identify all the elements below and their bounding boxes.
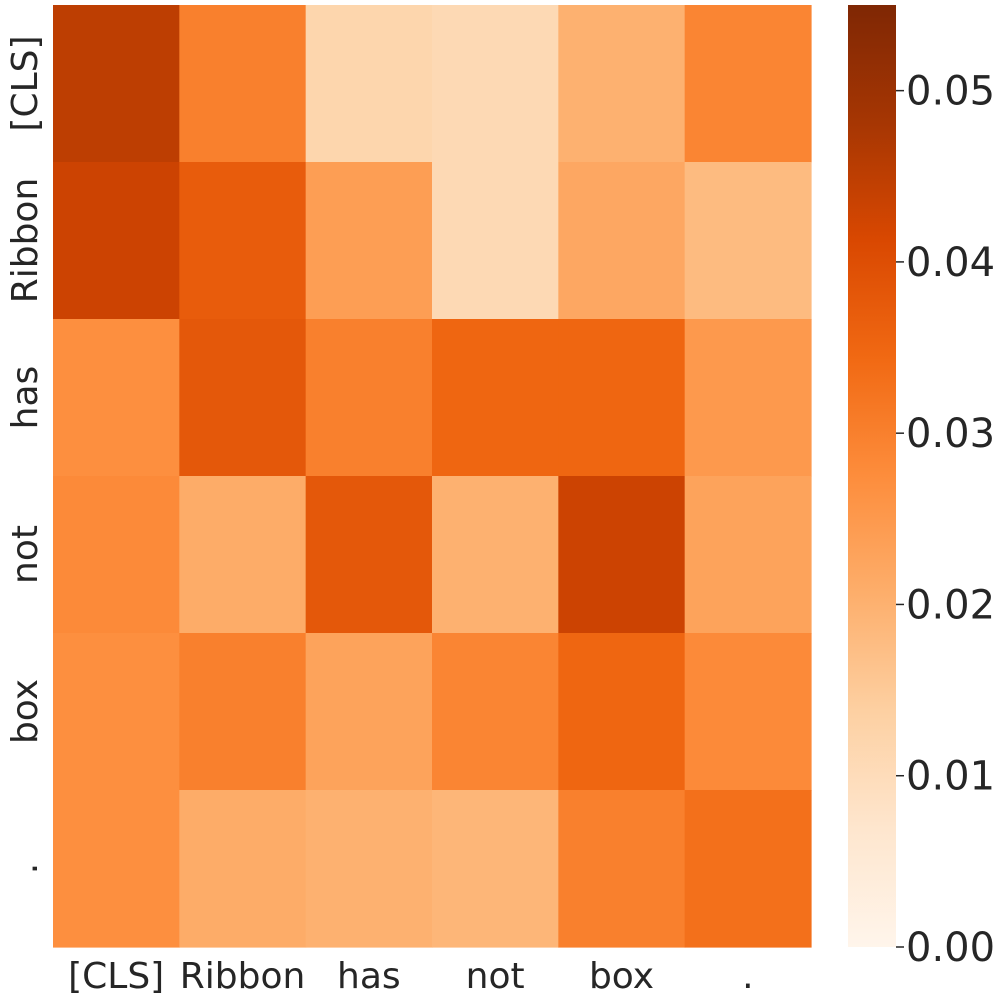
x-tick-label-not: not <box>466 956 525 997</box>
heatmap-cell-not-ribbon <box>179 476 307 634</box>
heatmap-cell-cls-has <box>305 5 433 163</box>
heatmap-cell-has-box <box>558 319 686 477</box>
heatmap-cell-period-box <box>558 790 686 948</box>
heatmap-cell-ribbon-cls <box>53 162 180 320</box>
colorbar-tick-label: 0.04 <box>906 240 995 286</box>
colorbar-tick-label: 0.03 <box>906 411 995 457</box>
heatmap-cell-box-cls <box>53 633 180 791</box>
colorbar-tick-label: 0.02 <box>906 582 995 628</box>
y-tick-label-period: . <box>5 863 46 874</box>
heatmap-cell-box-has <box>305 633 433 791</box>
y-tick-label-not: not <box>5 525 46 584</box>
heatmap-cell-has-ribbon <box>179 319 307 477</box>
heatmap-cell-not-has <box>305 476 433 634</box>
heatmap-cell-not-cls <box>53 476 180 634</box>
heatmap-cell-ribbon-has <box>305 162 433 320</box>
heatmap-cell-box-box <box>558 633 686 791</box>
heatmap-cell-period-ribbon <box>179 790 307 948</box>
heatmap-cell-period-has <box>305 790 433 948</box>
heatmap-cell-ribbon-ribbon <box>179 162 307 320</box>
heatmap-cell-has-period <box>684 319 812 477</box>
heatmap-cell-period-not <box>432 790 559 948</box>
heatmap-cell-cls-not <box>432 5 559 163</box>
y-tick-labels: [CLS] Ribbon has not box. <box>5 35 46 874</box>
x-tick-label-has: has <box>337 956 401 997</box>
heatmap-cell-box-not <box>432 633 559 791</box>
heatmap-cell-cls-ribbon <box>179 5 307 163</box>
heatmap-cells <box>53 5 812 948</box>
x-tick-label-box: box <box>589 956 654 997</box>
y-tick-label-cls: [CLS] <box>5 35 46 131</box>
heatmap-cell-box-ribbon <box>179 633 307 791</box>
heatmap-cell-not-box <box>558 476 686 634</box>
colorbar-tick-label: 0.00 <box>906 925 995 971</box>
colorbar-scale <box>848 5 896 947</box>
heatmap-cell-cls-cls <box>53 5 180 163</box>
heatmap-cell-ribbon-not <box>432 162 559 320</box>
x-tick-labels: [CLS] Ribbon has not box. <box>68 956 753 997</box>
heatmap-cell-period-period <box>684 790 812 948</box>
y-tick-label-ribbon: Ribbon <box>5 178 46 304</box>
heatmap-cell-ribbon-period <box>684 162 812 320</box>
x-tick-label-period: . <box>742 956 753 997</box>
y-tick-label-box: box <box>5 679 46 744</box>
heatmap-cell-box-period <box>684 633 812 791</box>
heatmap-cell-cls-box <box>558 5 686 163</box>
heatmap-cell-cls-period <box>684 5 812 163</box>
colorbar-tick-label: 0.05 <box>906 69 995 115</box>
x-tick-label-cls: [CLS] <box>68 956 164 997</box>
colorbar-ticks: 0.00 0.01 0.02 0.03 0.04 0.05 <box>896 69 995 971</box>
colorbar-tick-label: 0.01 <box>906 754 995 800</box>
heatmap-cell-has-cls <box>53 319 180 477</box>
heatmap-cell-ribbon-box <box>558 162 686 320</box>
y-tick-label-has: has <box>5 366 46 430</box>
heatmap-cell-period-cls <box>53 790 180 948</box>
heatmap-cell-not-period <box>684 476 812 634</box>
heatmap-cell-has-has <box>305 319 433 477</box>
heatmap-cell-not-not <box>432 476 559 634</box>
colorbar: 0.00 0.01 0.02 0.03 0.04 0.05 <box>848 5 995 971</box>
x-tick-label-ribbon: Ribbon <box>180 956 306 997</box>
heatmap-cell-has-not <box>432 319 559 477</box>
